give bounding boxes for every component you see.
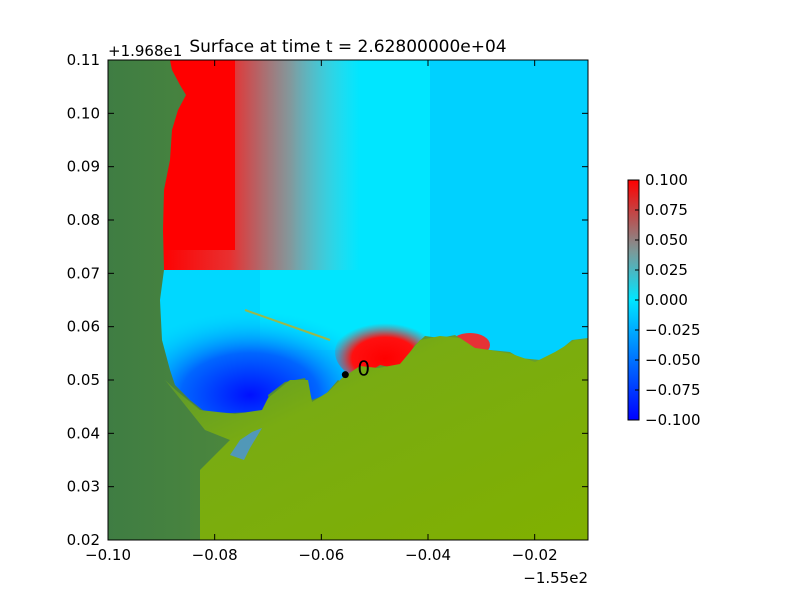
colorbar-tick-label: −0.050 <box>645 351 701 369</box>
y-axis-ticks: 0.02 0.03 0.04 0.05 0.06 0.07 0.08 0.09 0.10 0.11 <box>67 51 588 549</box>
channel-inlet <box>230 428 262 460</box>
plot-frame <box>107 59 589 541</box>
y-tick-label: 0.08 <box>67 211 100 229</box>
y-tick-label: 0.11 <box>67 51 100 69</box>
y-tick-label: 0.09 <box>67 158 100 176</box>
colorbar-tick-label: −0.025 <box>645 321 701 339</box>
y-tick-label: 0.07 <box>67 264 100 282</box>
colorbar-tick-label: −0.100 <box>645 411 701 429</box>
colorbar-tick-label: 0.100 <box>645 171 688 189</box>
gauge-marker <box>341 371 349 379</box>
y-tick-label: 0.05 <box>67 371 100 389</box>
x-tick-label: −0.08 <box>192 546 238 564</box>
x-tick-label: −0.06 <box>298 546 344 564</box>
colorbar-tick-label: 0.000 <box>645 291 688 309</box>
colorbar-tick-label: −0.075 <box>645 381 701 399</box>
gauge-label: 0 <box>357 357 370 381</box>
y-tick-label: 0.02 <box>67 531 100 549</box>
colorbar-tick-label: 0.050 <box>645 231 688 249</box>
y-tick-label: 0.06 <box>67 318 100 336</box>
x-tick-label: −0.04 <box>405 546 451 564</box>
y-offset-label: +1.968e1 <box>108 42 182 60</box>
colorbar-tick-label: 0.075 <box>645 201 688 219</box>
ocean-east-blue <box>430 60 588 360</box>
river-line <box>244 309 331 341</box>
y-tick-label: 0.10 <box>67 104 100 122</box>
chart-title: Surface at time t = 2.62800000e+04 <box>189 37 506 57</box>
colorbar: 0.100 0.075 0.050 0.025 0.000 −0.025 −0.050 −0.… <box>627 171 701 429</box>
x-axis-ticks: −0.10 −0.08 −0.06 −0.04 −0.02 <box>85 60 558 564</box>
x-tick-label: −0.10 <box>85 546 131 564</box>
x-tick-label: −0.02 <box>512 546 558 564</box>
y-tick-label: 0.03 <box>67 478 100 496</box>
y-tick-label: 0.04 <box>67 424 100 442</box>
colorbar-ticks: 0.100 0.075 0.050 0.025 0.000 −0.025 −0.050 −0.… <box>635 171 701 429</box>
colorbar-tick-label: 0.025 <box>645 261 688 279</box>
x-offset-label: −1.55e2 <box>523 569 588 587</box>
south-land <box>165 336 588 540</box>
heatmap-plot-area <box>108 60 588 540</box>
